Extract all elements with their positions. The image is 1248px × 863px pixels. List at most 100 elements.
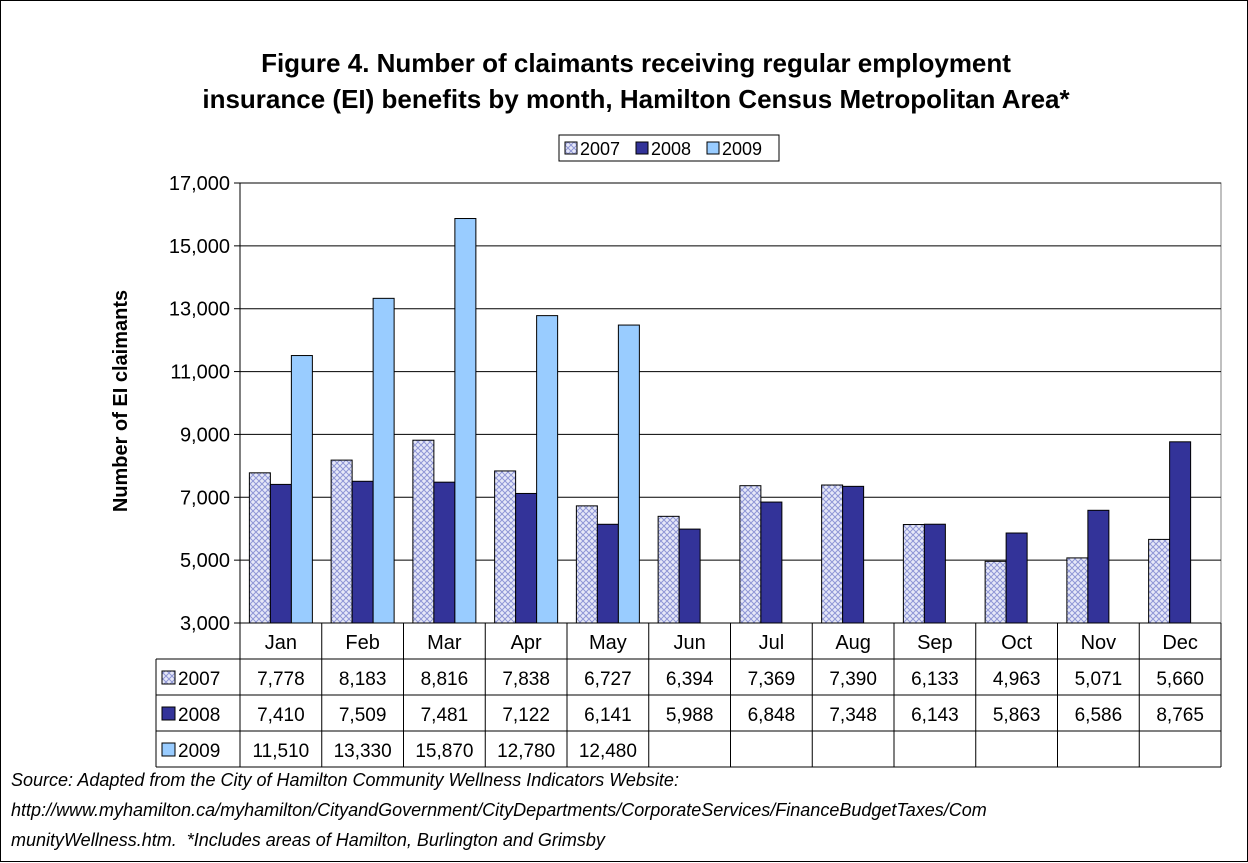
x-tick-label: Apr [511,632,542,654]
table-cell: 6,586 [1075,705,1123,726]
x-tick-label: Nov [1081,632,1117,654]
source-line-3: munityWellness.htm. *Includes areas of H… [11,830,605,850]
source-line-2: http://www.myhamilton.ca/myhamilton/City… [11,800,987,820]
axis-layer: 3,000 5,000 7,000 9,000 11,000 13,000 15,000 17… [169,173,241,635]
bar-2007-jan [248,472,271,624]
table-cell: 7,509 [339,705,387,726]
table-cell: 15,870 [415,741,473,762]
table-series-label: 2009 [178,741,220,762]
bar-2009-feb [372,297,395,624]
bar-2008-jul [760,501,783,624]
table-cell: 5,988 [666,705,714,726]
bar-2007-may [575,505,598,624]
bar-2008-dec [1169,441,1192,624]
table-cell: 7,369 [748,669,796,690]
table-series-label: 2008 [178,705,220,726]
table-cell: 13,330 [334,741,392,762]
legend: 2007 2008 2009 [558,134,780,162]
table-legend-key-2009 [161,742,176,757]
table-cell: 12,780 [497,741,555,762]
table-cell: 6,727 [584,669,632,690]
x-tick-label: Jan [265,632,297,654]
legend-label-2008: 2008 [651,139,691,159]
table-cell: 6,141 [584,705,632,726]
bar-2009-apr [536,315,559,624]
x-tick-label: Jun [674,632,706,654]
table-legend-key-2007 [161,670,176,685]
bar-2007-apr [494,470,517,624]
table-cell: 6,848 [748,705,796,726]
y-axis-label: Number of EI claimants [110,290,132,512]
bar-2008-jan [269,483,292,624]
source-note: Source: Adapted from the City of Hamilto… [11,765,1241,855]
bar-2008-oct [1005,532,1028,624]
bar-2007-mar [412,439,435,624]
y-tick-label: 17,000 [169,173,230,195]
bar-2007-aug [821,484,844,624]
bar-2008-may [596,523,619,624]
bar-2007-jun [657,515,680,624]
table-cell: 7,778 [257,669,305,690]
legend-label-2009: 2009 [722,139,762,159]
legend-key-2007 [564,141,578,155]
grid-layer [239,182,1222,624]
x-tick-label: Dec [1162,632,1198,654]
bar-2007-nov [1066,557,1089,624]
table-cell: 5,660 [1156,669,1204,690]
table-cell: 5,863 [993,705,1041,726]
bar-2007-feb [330,459,353,624]
x-tick-label: Sep [917,632,953,654]
table-cell: 7,410 [257,705,305,726]
bars-layer [248,218,1192,624]
y-tick-label: 11,000 [170,362,230,384]
table-cell: 7,838 [502,669,550,690]
x-tick-label: Feb [345,632,379,654]
chart-title: Figure 4. Number of claimants receiving … [91,45,1181,117]
table-series-label: 2007 [178,669,220,690]
x-tick-label: Aug [835,632,871,654]
table-cell: 7,390 [829,669,877,690]
table-cell: 4,963 [993,669,1041,690]
bar-2008-feb [351,480,374,624]
bar-2007-oct [984,560,1007,624]
table-cell: 8,183 [339,669,387,690]
table-cell: 6,133 [911,669,959,690]
x-tick-label: Oct [1001,632,1033,654]
bar-2008-aug [842,485,865,624]
bar-2008-jun [678,528,701,624]
y-tick-label: 7,000 [180,487,230,509]
table-cell: 8,816 [421,669,469,690]
table-cell: 5,071 [1075,669,1123,690]
bar-2007-dec [1148,538,1171,624]
table-cell: 11,510 [253,741,310,762]
table-cell: 7,348 [829,705,877,726]
bar-2007-jul [739,485,762,624]
table-cell: 8,765 [1156,705,1204,726]
bar-2009-jan [290,355,313,624]
y-tick-label: 3,000 [180,613,230,635]
y-tick-label: 13,000 [169,299,230,321]
legend-key-2008 [635,141,649,155]
y-tick-label: 5,000 [180,550,230,572]
bar-2007-sep [902,524,925,624]
bar-2008-nov [1087,509,1110,624]
x-tick-label: Jul [759,632,785,654]
chart-title-line-2: insurance (EI) benefits by month, Hamilt… [202,84,1070,114]
y-tick-label: 15,000 [169,236,230,258]
bar-2008-mar [433,481,456,624]
bar-2008-sep [923,523,946,624]
x-tick-label: May [589,632,627,654]
table-cell: 6,143 [911,705,959,726]
source-line-1: Source: Adapted from the City of Hamilto… [11,770,679,790]
chart-title-line-1: Figure 4. Number of claimants receiving … [261,48,1011,78]
bar-2009-may [617,324,640,624]
legend-label-2007: 2007 [580,139,620,159]
table-legend-key-2008 [161,706,176,721]
table-cell: 7,122 [502,705,550,726]
bar-2009-mar [454,218,477,624]
x-tick-label: Mar [427,632,462,654]
table-cell: 6,394 [666,669,714,690]
legend-key-2009 [706,141,720,155]
